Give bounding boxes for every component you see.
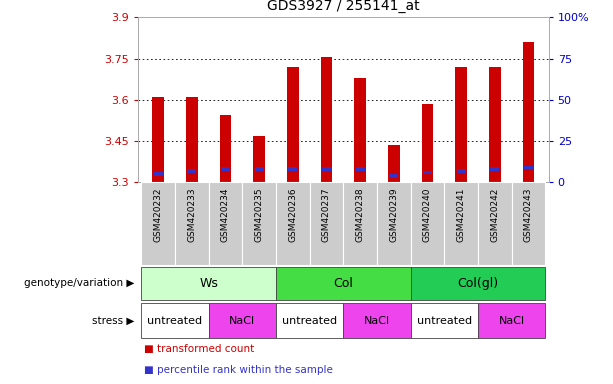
Text: Ws: Ws [199,277,218,290]
Text: GSM420241: GSM420241 [457,187,466,242]
Text: ■ percentile rank within the sample: ■ percentile rank within the sample [144,365,333,375]
Bar [310,182,343,265]
Text: GSM420239: GSM420239 [389,187,398,242]
Text: NaCl: NaCl [498,316,525,326]
Bar [455,67,467,182]
Bar [175,182,208,265]
Bar [512,182,546,265]
Text: GSM420238: GSM420238 [356,187,365,242]
Bar [152,97,164,182]
Text: GSM420240: GSM420240 [423,187,432,242]
Bar [356,167,365,171]
Text: untreated: untreated [282,316,337,326]
Bar [524,166,533,169]
Bar [141,303,208,338]
Bar [219,115,231,182]
Bar [343,303,411,338]
Bar [411,303,478,338]
Bar [490,167,499,171]
Bar [276,182,310,265]
Bar [423,171,432,174]
Bar [422,104,433,182]
Bar [411,267,546,300]
Bar [208,182,242,265]
Bar [242,182,276,265]
Bar [411,182,444,265]
Text: ■ transformed count: ■ transformed count [144,344,254,354]
Bar [388,145,400,182]
Bar [141,267,276,300]
Text: GSM420242: GSM420242 [490,187,499,242]
Bar [322,167,331,171]
Bar [221,167,230,171]
Bar [321,57,332,182]
Bar [141,182,175,265]
Bar [478,182,512,265]
Bar [377,182,411,265]
Text: untreated: untreated [147,316,202,326]
Bar [254,167,264,171]
Bar [522,42,535,182]
Text: NaCl: NaCl [364,316,390,326]
Bar [343,182,377,265]
Bar [389,174,398,177]
Bar [489,67,501,182]
Bar [354,78,366,182]
Bar [444,182,478,265]
Text: untreated: untreated [417,316,472,326]
Text: stress ▶: stress ▶ [93,316,135,326]
Text: Col: Col [333,277,353,290]
Text: GSM420243: GSM420243 [524,187,533,242]
Bar [457,169,465,173]
Bar [186,97,197,182]
Bar [288,167,297,171]
Text: GSM420235: GSM420235 [254,187,264,242]
Text: GSM420237: GSM420237 [322,187,331,242]
Text: GSM420233: GSM420233 [188,187,196,242]
Text: GSM420232: GSM420232 [154,187,162,242]
Bar [154,172,162,176]
Bar [253,136,265,182]
Text: GSM420234: GSM420234 [221,187,230,242]
Text: genotype/variation ▶: genotype/variation ▶ [25,278,135,288]
Bar [287,67,299,182]
Text: GSM420236: GSM420236 [288,187,297,242]
Title: GDS3927 / 255141_at: GDS3927 / 255141_at [267,0,419,13]
Text: Col(gl): Col(gl) [457,277,498,290]
Bar [478,303,546,338]
Bar [208,303,276,338]
Bar [276,303,343,338]
Text: NaCl: NaCl [229,316,256,326]
Bar [276,267,411,300]
Bar [188,169,196,173]
